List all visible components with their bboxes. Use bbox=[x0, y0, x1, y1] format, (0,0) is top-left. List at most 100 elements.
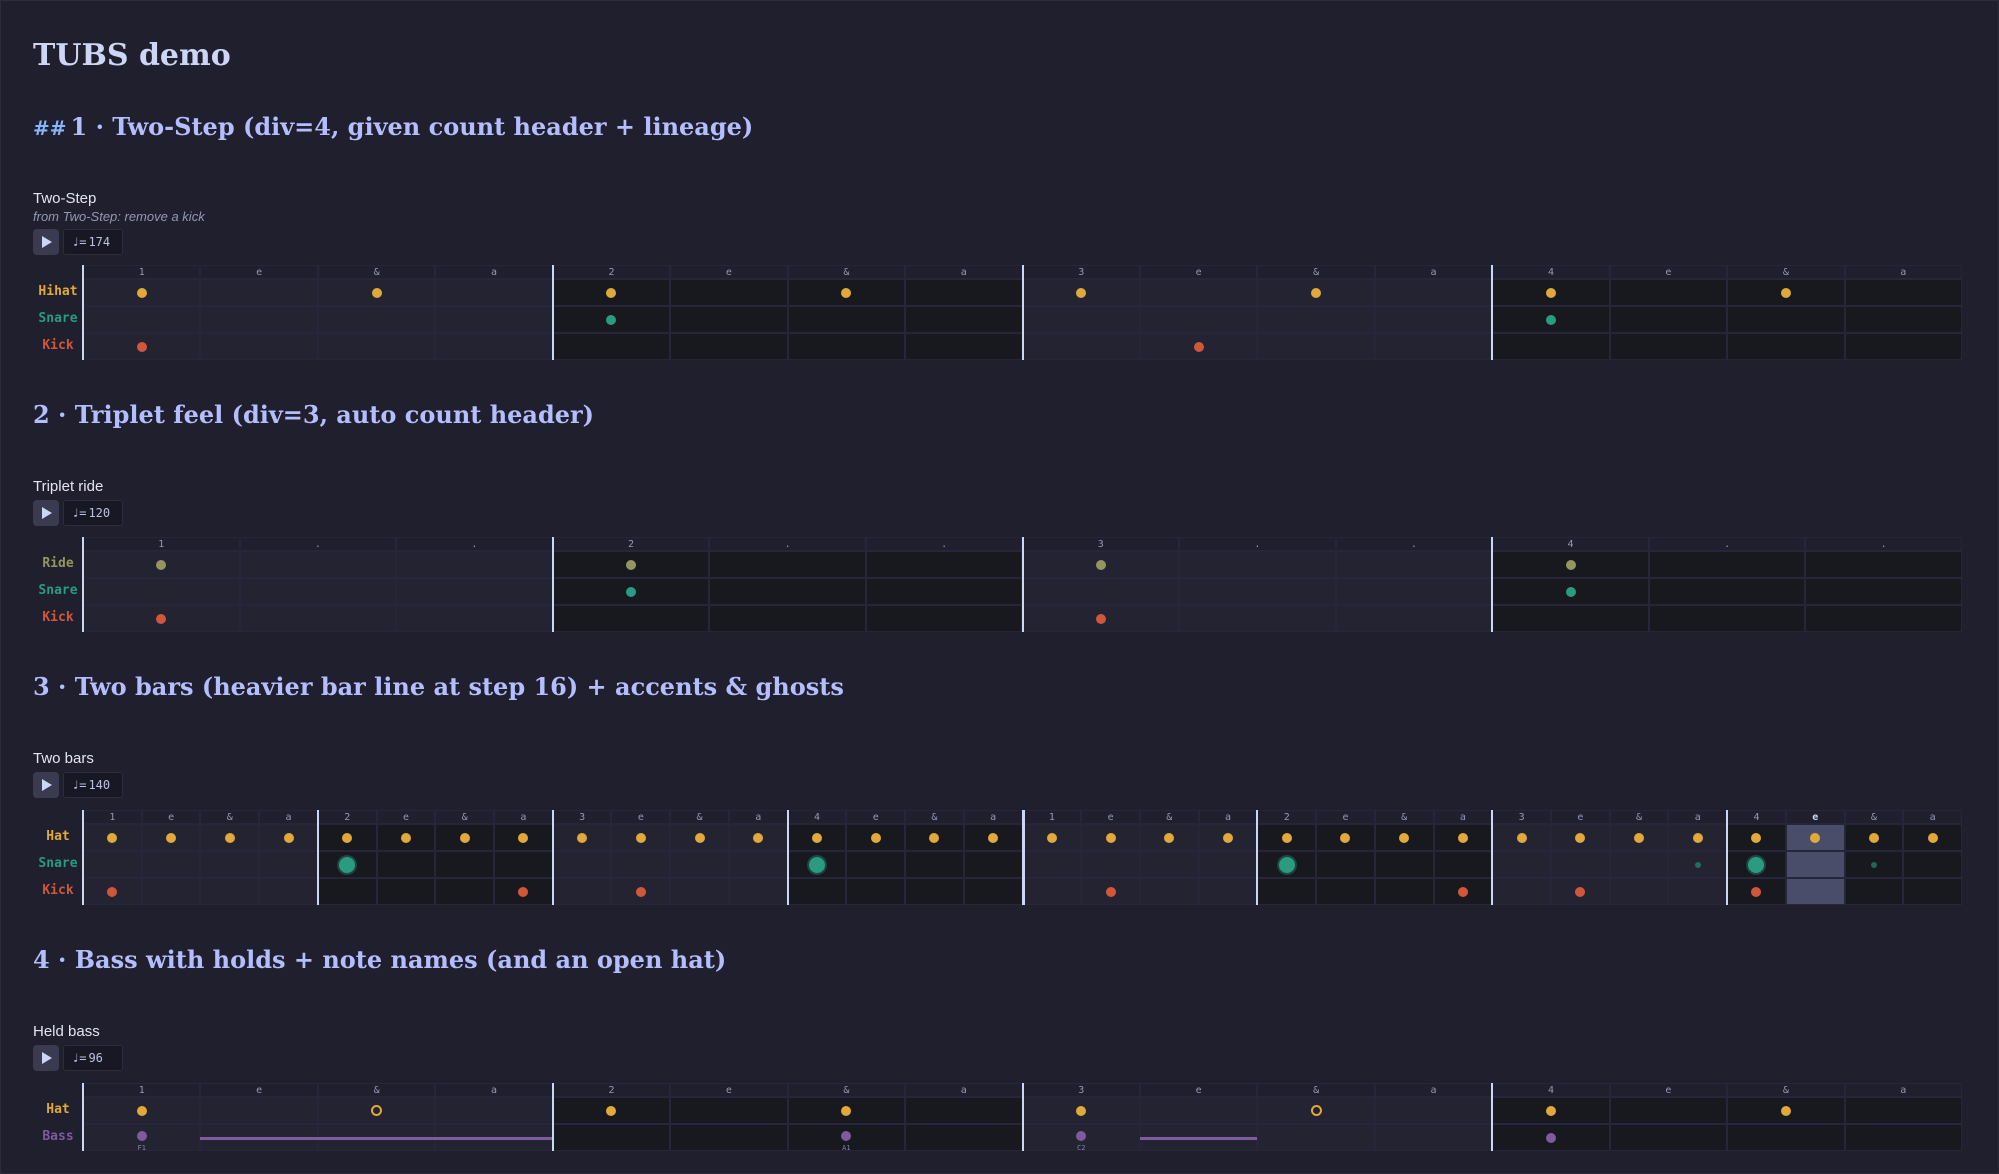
hit-dot[interactable] bbox=[1927, 832, 1938, 843]
hit-dot[interactable] bbox=[635, 886, 646, 897]
hit-dot[interactable] bbox=[606, 287, 617, 298]
hit-dot[interactable] bbox=[1046, 832, 1057, 843]
step-cell[interactable] bbox=[1648, 605, 1806, 632]
step-cell[interactable] bbox=[963, 851, 1023, 878]
step-cell[interactable] bbox=[1335, 605, 1493, 632]
hit-dot[interactable] bbox=[1281, 832, 1292, 843]
step-cell[interactable] bbox=[1903, 851, 1962, 878]
hit-dot[interactable] bbox=[136, 287, 147, 298]
accent-hit-dot[interactable] bbox=[1748, 856, 1765, 873]
step-cell[interactable] bbox=[1257, 333, 1375, 360]
step-cell[interactable] bbox=[1139, 851, 1199, 878]
hit-dot[interactable] bbox=[1575, 832, 1586, 843]
hit-dot[interactable] bbox=[1164, 832, 1175, 843]
step-cell[interactable] bbox=[1022, 878, 1082, 905]
step-cell[interactable] bbox=[1785, 878, 1845, 905]
hit-dot[interactable] bbox=[1565, 586, 1576, 597]
hit-dot[interactable] bbox=[1516, 832, 1527, 843]
hit-dot[interactable] bbox=[1076, 287, 1087, 298]
step-cell[interactable] bbox=[846, 878, 906, 905]
step-cell[interactable] bbox=[670, 851, 729, 878]
hit-dot[interactable] bbox=[224, 832, 235, 843]
step-cell[interactable] bbox=[787, 306, 906, 333]
hit-dot[interactable] bbox=[841, 287, 852, 298]
hit-dot[interactable] bbox=[1095, 613, 1106, 624]
step-cell[interactable] bbox=[1374, 279, 1493, 306]
step-cell[interactable] bbox=[552, 333, 671, 360]
step-cell[interactable] bbox=[1335, 551, 1493, 578]
hit-dot[interactable] bbox=[635, 832, 646, 843]
hit-dot[interactable] bbox=[518, 832, 529, 843]
step-cell[interactable] bbox=[1648, 551, 1806, 578]
step-cell[interactable] bbox=[396, 551, 553, 578]
step-cell[interactable] bbox=[670, 279, 788, 306]
step-cell[interactable] bbox=[552, 605, 710, 632]
step-cell[interactable] bbox=[259, 878, 318, 905]
step-cell[interactable] bbox=[670, 306, 788, 333]
step-cell[interactable] bbox=[552, 851, 612, 878]
step-cell[interactable] bbox=[1609, 878, 1669, 905]
hit-dot[interactable] bbox=[841, 1105, 852, 1116]
step-cell[interactable] bbox=[1492, 333, 1610, 360]
step-cell[interactable] bbox=[1139, 279, 1258, 306]
step-cell[interactable] bbox=[1257, 306, 1375, 333]
hit-dot[interactable] bbox=[1095, 559, 1106, 570]
play-button[interactable] bbox=[33, 500, 59, 526]
step-cell[interactable] bbox=[1609, 306, 1728, 333]
hit-dot[interactable] bbox=[606, 314, 617, 325]
step-cell[interactable] bbox=[317, 878, 377, 905]
hit-dot[interactable] bbox=[1545, 287, 1556, 298]
hit-dot[interactable] bbox=[136, 341, 147, 352]
hit-dot[interactable] bbox=[1868, 832, 1879, 843]
step-cell[interactable] bbox=[728, 878, 788, 905]
step-cell[interactable] bbox=[552, 878, 612, 905]
step-cell[interactable] bbox=[670, 1124, 788, 1151]
hit-dot[interactable] bbox=[1340, 832, 1351, 843]
hit-dot[interactable] bbox=[1692, 832, 1703, 843]
hit-dot[interactable] bbox=[1751, 886, 1762, 897]
step-cell[interactable] bbox=[1805, 551, 1962, 578]
step-cell[interactable] bbox=[435, 306, 553, 333]
hit-dot[interactable] bbox=[459, 832, 470, 843]
hit-dot[interactable] bbox=[1105, 886, 1116, 897]
step-cell[interactable] bbox=[1179, 578, 1336, 605]
hit-dot[interactable] bbox=[136, 1130, 147, 1141]
hit-dot[interactable] bbox=[107, 832, 118, 843]
step-cell[interactable] bbox=[709, 605, 866, 632]
step-cell[interactable] bbox=[1198, 851, 1258, 878]
accent-hit-dot[interactable] bbox=[339, 856, 356, 873]
step-cell[interactable] bbox=[905, 1097, 1023, 1124]
step-cell[interactable] bbox=[552, 1124, 671, 1151]
step-cell[interactable] bbox=[1844, 878, 1904, 905]
step-cell[interactable] bbox=[83, 306, 201, 333]
step-cell[interactable] bbox=[1022, 306, 1140, 333]
step-cell[interactable] bbox=[1374, 333, 1493, 360]
accent-hit-dot[interactable] bbox=[808, 856, 825, 873]
step-cell[interactable] bbox=[1374, 851, 1434, 878]
hit-dot[interactable] bbox=[1311, 287, 1322, 298]
step-cell[interactable] bbox=[317, 306, 436, 333]
step-cell[interactable] bbox=[670, 1097, 788, 1124]
step-cell[interactable] bbox=[865, 578, 1023, 605]
hit-dot[interactable] bbox=[156, 559, 167, 570]
step-cell[interactable] bbox=[435, 333, 553, 360]
step-cell[interactable] bbox=[1609, 279, 1728, 306]
ghost-hit-dot[interactable] bbox=[1694, 861, 1701, 868]
step-cell[interactable] bbox=[865, 551, 1023, 578]
hit-dot[interactable] bbox=[1223, 832, 1234, 843]
hit-dot[interactable] bbox=[1751, 832, 1762, 843]
hit-dot[interactable] bbox=[606, 1105, 617, 1116]
step-cell[interactable] bbox=[200, 851, 260, 878]
step-cell[interactable] bbox=[259, 851, 318, 878]
step-cell[interactable] bbox=[239, 551, 397, 578]
hit-dot[interactable] bbox=[371, 287, 382, 298]
hit-dot[interactable] bbox=[929, 832, 940, 843]
step-cell[interactable] bbox=[200, 1097, 318, 1124]
hit-dot[interactable] bbox=[1399, 832, 1410, 843]
step-cell[interactable] bbox=[317, 333, 436, 360]
hit-dot[interactable] bbox=[1105, 832, 1116, 843]
step-cell[interactable] bbox=[1492, 878, 1551, 905]
step-cell[interactable] bbox=[1139, 1097, 1258, 1124]
step-cell[interactable] bbox=[905, 333, 1023, 360]
step-cell[interactable] bbox=[1257, 878, 1317, 905]
